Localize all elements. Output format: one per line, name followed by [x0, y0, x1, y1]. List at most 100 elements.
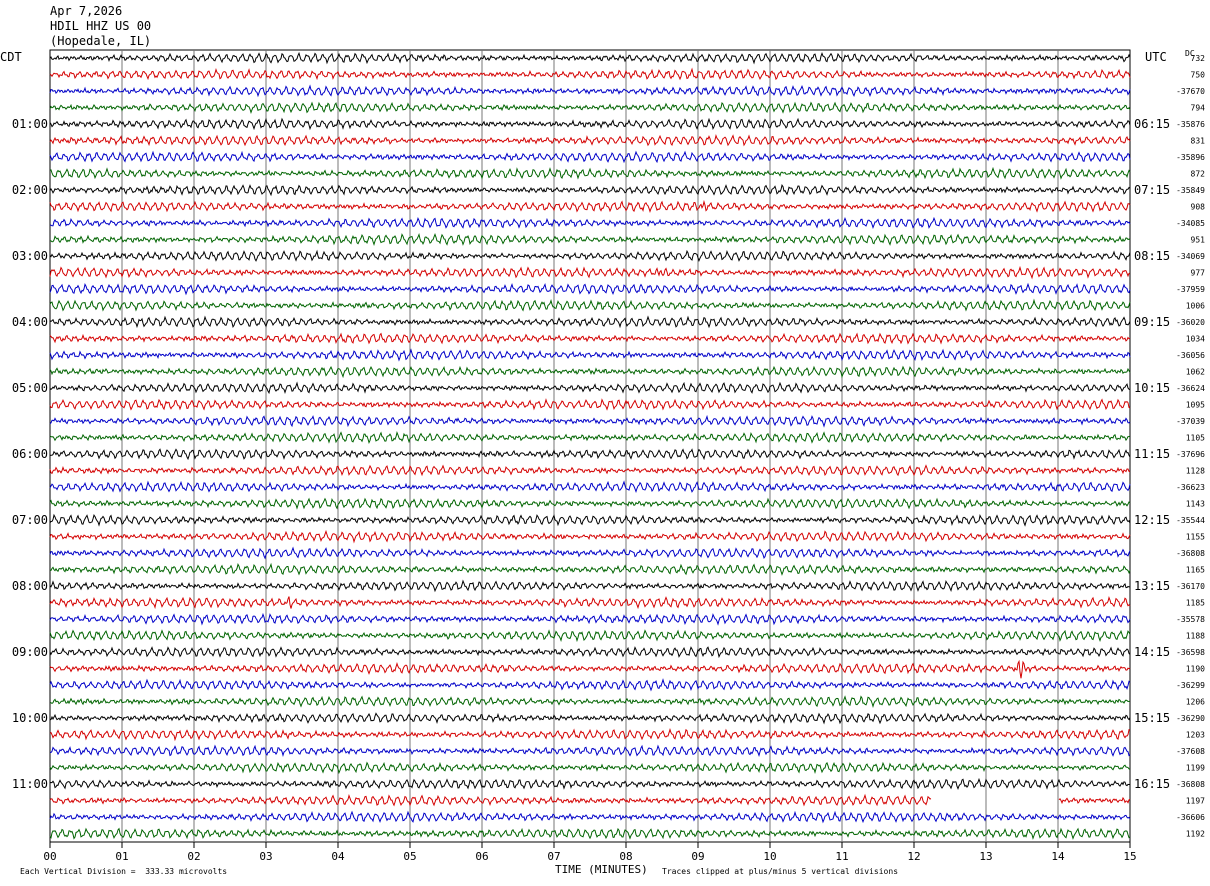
x-tick-label: 06 [475, 850, 488, 863]
utc-hour-label: 06:15 [1134, 117, 1170, 131]
dc-offset-label: 1062 [1186, 368, 1205, 377]
seismic-trace [49, 659, 1131, 679]
x-tick-label: 09 [691, 850, 704, 863]
dc-offset-label: 1190 [1186, 665, 1205, 674]
seismic-trace [49, 150, 1131, 164]
seismic-trace [49, 678, 1131, 692]
cdt-hour-label: 10:00 [12, 711, 48, 725]
cdt-hour-label: 03:00 [12, 249, 48, 263]
seismic-trace [49, 777, 1130, 790]
seismic-trace [49, 216, 1131, 230]
utc-hour-label: 15:15 [1134, 711, 1170, 725]
seismic-trace [49, 265, 1131, 280]
seismic-trace [49, 414, 1131, 428]
seismic-trace [49, 513, 1131, 527]
dc-offset-label: 1188 [1186, 632, 1205, 641]
dc-offset-label: -35896 [1176, 153, 1205, 162]
seismic-trace [49, 282, 1131, 296]
utc-hour-label: 12:15 [1134, 513, 1170, 527]
seismic-trace [50, 232, 1131, 247]
seismic-trace [49, 727, 1131, 742]
cdt-hour-label: 06:00 [12, 447, 48, 461]
x-tick-label: 15 [1123, 850, 1136, 863]
seismic-trace [49, 480, 1131, 494]
dc-offset-label: -36808 [1176, 780, 1205, 789]
seismic-trace [49, 381, 1131, 395]
seismic-trace [49, 431, 1131, 445]
x-tick-label: 12 [907, 850, 920, 863]
dc-offset-label: -36808 [1176, 549, 1205, 558]
seismic-trace [49, 101, 1131, 114]
x-tick-label: 08 [619, 850, 632, 863]
seismic-trace [49, 398, 1131, 411]
axis-labels: 00 01 02 03 04 05 06 07 08 09 10 11 12 13 14 15 732 750 -3… [12, 54, 1205, 863]
seismic-trace [49, 695, 1130, 708]
seismic-trace [49, 595, 1131, 610]
cdt-hour-label: 07:00 [12, 513, 48, 527]
dc-offset-label: -37039 [1176, 417, 1205, 426]
seismic-trace [49, 51, 1131, 65]
clip-note: Traces clipped at plus/minus 5 vertical … [662, 867, 899, 876]
dc-offset-label: 1105 [1186, 434, 1205, 443]
dc-offset-label: 1192 [1186, 830, 1205, 839]
seismic-trace [49, 579, 1131, 593]
dc-offset-label: -37696 [1176, 450, 1205, 459]
seismic-trace [49, 562, 1131, 576]
x-tick-label: 01 [115, 850, 128, 863]
dc-offset-label: -36020 [1176, 318, 1205, 327]
seismic-trace [49, 810, 1131, 824]
x-axis-title: TIME (MINUTES) [555, 863, 648, 876]
dc-offset-label: 732 [1191, 54, 1206, 63]
seismic-trace [49, 249, 1131, 262]
x-tick-label: 11 [835, 850, 848, 863]
seismic-trace [49, 546, 1131, 560]
x-tick-label: 03 [259, 850, 272, 863]
seismic-trace [49, 134, 1131, 147]
dc-offset-label: 908 [1191, 203, 1206, 212]
vertical-division-note: Each Vertical Division = 333.33 microvol… [20, 867, 228, 876]
dc-offset-label: 1197 [1186, 797, 1205, 806]
dc-offset-label: 1143 [1186, 500, 1205, 509]
seismic-trace [49, 712, 1131, 725]
seismic-trace [49, 315, 1131, 329]
dc-offset-label: 1034 [1186, 335, 1205, 344]
utc-hour-label: 08:15 [1134, 249, 1170, 263]
dc-offset-label: -36056 [1176, 351, 1205, 360]
seismic-trace [49, 67, 1131, 81]
location-label: (Hopedale, IL) [50, 34, 152, 48]
seismic-trace [49, 464, 1131, 477]
dc-offset-label: -36624 [1176, 384, 1205, 393]
seismic-trace [49, 298, 1131, 312]
dc-offset-label: -36598 [1176, 648, 1205, 657]
utc-hour-label: 11:15 [1134, 447, 1170, 461]
dc-label: DC [1185, 49, 1195, 58]
seismic-trace [49, 199, 1131, 213]
seismic-trace [49, 529, 1131, 544]
seismic-trace [49, 646, 1131, 659]
date-label: Apr 7,2026 [50, 4, 123, 18]
plot-frame [49, 49, 1131, 843]
dc-offset-label: -35876 [1176, 120, 1205, 129]
dc-offset-label: 1203 [1186, 731, 1205, 740]
dc-offset-label: -36623 [1176, 483, 1205, 492]
x-tick-label: 04 [331, 850, 345, 863]
dc-offset-label: 951 [1191, 236, 1206, 245]
dc-offset-label: 1165 [1186, 566, 1205, 575]
seismic-trace [49, 612, 1131, 626]
x-tick-label: 02 [187, 850, 200, 863]
seismic-trace [49, 761, 1131, 775]
dc-offset-label: 872 [1191, 170, 1206, 179]
x-tick-label: 07 [547, 850, 560, 863]
dc-offset-label: -35849 [1176, 186, 1205, 195]
dc-offset-label: -36606 [1176, 813, 1205, 822]
seismic-traces [49, 51, 1131, 840]
dc-offset-label: 1128 [1186, 467, 1205, 476]
utc-axis-label: UTC [1145, 50, 1167, 64]
seismic-trace [49, 629, 1131, 643]
seismic-trace [49, 166, 1131, 180]
dc-offset-label: -34085 [1176, 219, 1205, 228]
dc-offset-label: 1199 [1186, 764, 1205, 773]
utc-hour-label: 16:15 [1134, 777, 1170, 791]
utc-hour-label: 09:15 [1134, 315, 1170, 329]
